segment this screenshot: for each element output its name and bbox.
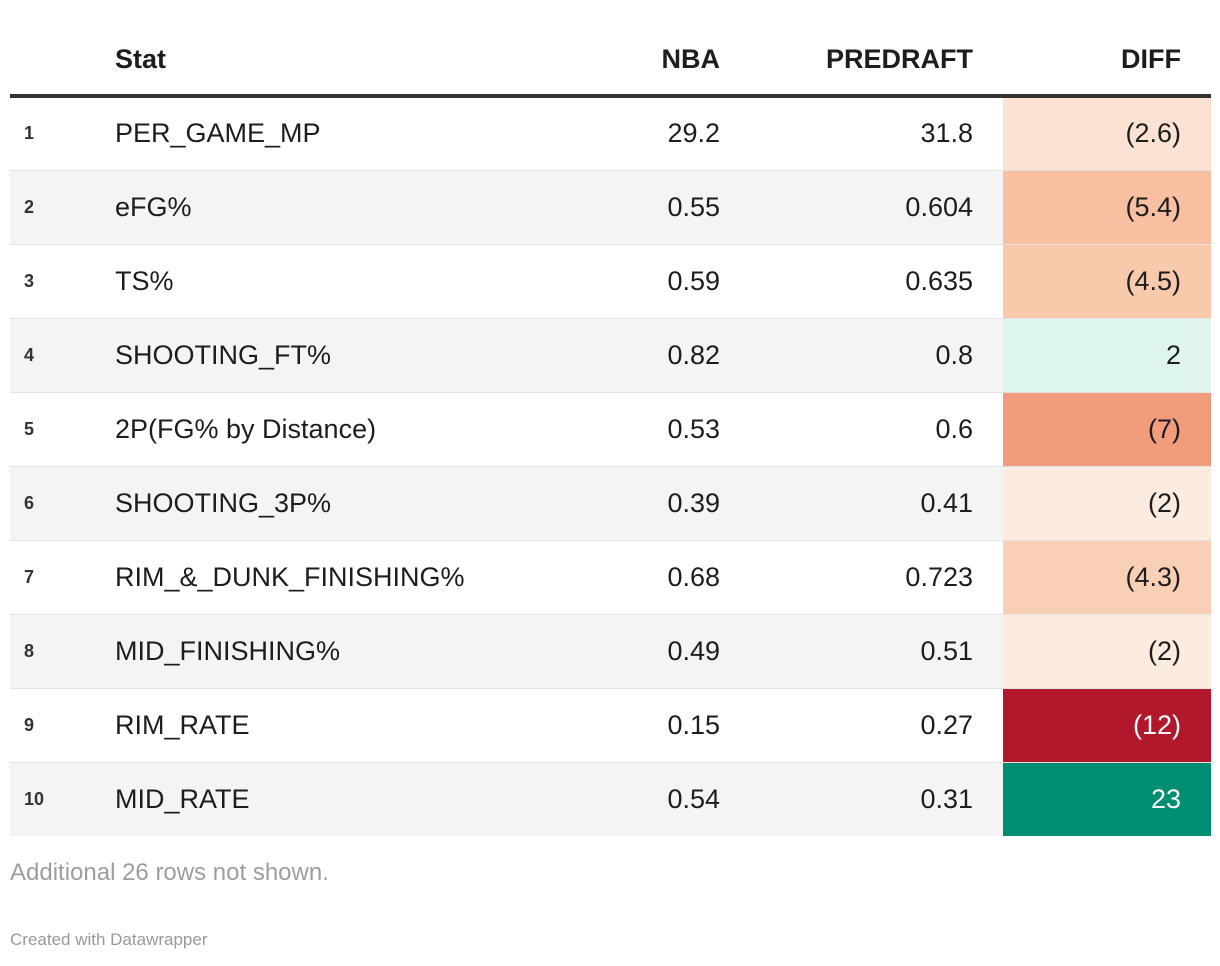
stats-table: Stat NBA PREDRAFT DIFF 1 PER_GAME_MP 29.… — [10, 0, 1211, 836]
diff-cell: (4.3) — [1003, 539, 1211, 614]
nba-value-cell: 0.49 — [497, 613, 750, 688]
nba-value-cell: 0.82 — [497, 317, 750, 392]
column-header-stat: Stat — [115, 0, 497, 98]
row-number-cell: 7 — [10, 539, 115, 614]
nba-value-cell: 0.53 — [497, 391, 750, 466]
table-row: 2 eFG% 0.55 0.604 (5.4) — [10, 169, 1211, 244]
diff-cell: (7) — [1003, 391, 1211, 466]
nba-value-cell: 0.39 — [497, 465, 750, 540]
datawrapper-attribution: Created with Datawrapper — [10, 930, 208, 949]
table-row: 8 MID_FINISHING% 0.49 0.51 (2) — [10, 613, 1211, 688]
table-row: 7 RIM_&_DUNK_FINISHING% 0.68 0.723 (4.3) — [10, 539, 1211, 614]
diff-cell: (2) — [1003, 613, 1211, 688]
row-number-cell: 1 — [24, 123, 35, 144]
row-number-cell: 4 — [10, 317, 115, 392]
stat-name-cell: 2P(FG% by Distance) — [115, 391, 497, 466]
predraft-value-cell: 0.723 — [750, 539, 1003, 614]
predraft-value-cell: 31.8 — [920, 118, 973, 149]
predraft-value-cell: 0.31 — [750, 761, 1003, 836]
stat-name-cell: SHOOTING_3P% — [115, 465, 497, 540]
stat-name-cell: MID_FINISHING% — [115, 613, 497, 688]
predraft-value-cell: 0.604 — [750, 169, 1003, 244]
stat-name-cell: TS% — [115, 243, 497, 318]
table-row: 9 RIM_RATE 0.15 0.27 (12) — [10, 687, 1211, 762]
header-row: Stat NBA PREDRAFT DIFF — [10, 0, 1211, 98]
column-header-nba: NBA — [497, 0, 750, 98]
table-row: 4 SHOOTING_FT% 0.82 0.8 2 — [10, 317, 1211, 392]
nba-value-cell: 0.68 — [497, 539, 750, 614]
table-row: 10 MID_RATE 0.54 0.31 23 — [10, 761, 1211, 836]
diff-cell: (2.6) — [1003, 96, 1211, 170]
row-number-cell: 3 — [10, 243, 115, 318]
predraft-value-cell: 0.51 — [750, 613, 1003, 688]
diff-cell: (4.5) — [1003, 243, 1211, 318]
table-header: Stat NBA PREDRAFT DIFF — [10, 0, 1211, 98]
nba-value-cell: 0.54 — [497, 761, 750, 836]
table-body: 1 PER_GAME_MP 29.2 31.8 (2.6) 2 eFG% 0.5… — [10, 96, 1211, 836]
row-number-cell: 10 — [10, 761, 115, 836]
table-row: 3 TS% 0.59 0.635 (4.5) — [10, 243, 1211, 318]
nba-value-cell: 0.59 — [497, 243, 750, 318]
row-number-cell: 9 — [10, 687, 115, 762]
row-number-cell: 2 — [10, 169, 115, 244]
diff-cell: (12) — [1003, 687, 1211, 762]
predraft-value-cell: 0.27 — [750, 687, 1003, 762]
table-row: 5 2P(FG% by Distance) 0.53 0.6 (7) — [10, 391, 1211, 466]
stat-name-cell: eFG% — [115, 169, 497, 244]
predraft-value-cell: 0.6 — [750, 391, 1003, 466]
diff-cell: 23 — [1003, 761, 1211, 836]
nba-value-cell: 29.2 — [667, 118, 720, 149]
predraft-value-cell: 0.8 — [750, 317, 1003, 392]
table-row: 6 SHOOTING_3P% 0.39 0.41 (2) — [10, 465, 1211, 540]
predraft-value-cell: 0.635 — [750, 243, 1003, 318]
diff-cell: 2 — [1003, 317, 1211, 392]
row-number-cell: 6 — [10, 465, 115, 540]
diff-cell: (2) — [1003, 465, 1211, 540]
column-header-index — [10, 0, 115, 98]
nba-value-cell: 0.15 — [497, 687, 750, 762]
column-header-predraft: PREDRAFT — [750, 0, 1003, 98]
stat-name-cell: RIM_&_DUNK_FINISHING% — [115, 539, 497, 614]
predraft-value-cell: 0.41 — [750, 465, 1003, 540]
row-number-cell: 5 — [10, 391, 115, 466]
column-header-diff: DIFF — [1003, 0, 1211, 98]
stat-name-cell: MID_RATE — [115, 761, 497, 836]
stat-name-cell: SHOOTING_FT% — [115, 317, 497, 392]
nba-value-cell: 0.55 — [497, 169, 750, 244]
rows-not-shown-note: Additional 26 rows not shown. — [10, 859, 329, 886]
stat-name-cell: PER_GAME_MP — [115, 118, 321, 149]
row-number-cell: 8 — [10, 613, 115, 688]
stat-name-cell: RIM_RATE — [115, 687, 497, 762]
diff-cell: (5.4) — [1003, 169, 1211, 244]
table-row: 1 PER_GAME_MP 29.2 31.8 (2.6) — [10, 96, 1211, 170]
